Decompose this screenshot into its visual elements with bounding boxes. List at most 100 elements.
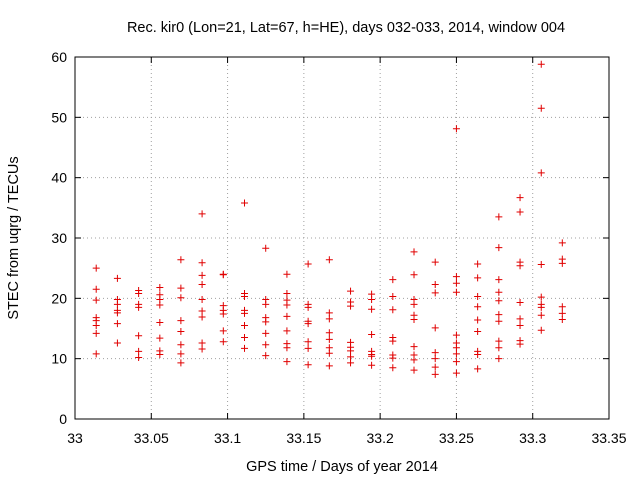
data-point [92,285,100,293]
y-tick-label: 30 [51,230,67,246]
y-tick-label: 20 [51,290,67,306]
data-point [347,353,355,361]
data-point [325,309,333,317]
data-point [389,354,397,362]
data-point [368,305,376,313]
data-point [558,259,566,267]
data-point [410,366,418,374]
data-point [177,350,185,358]
x-tick-label: 33 [67,430,83,446]
y-tick-label: 10 [51,351,67,367]
data-points [92,60,566,378]
data-point [516,340,524,348]
data-point [389,306,397,314]
data-point [537,104,545,112]
data-point [241,309,249,317]
x-tick-label: 33.2 [367,430,394,446]
data-point [516,262,524,270]
data-point [135,290,143,298]
data-point [92,296,100,304]
data-point [198,210,206,218]
data-point [495,355,503,363]
data-point [219,271,227,279]
data-point [92,264,100,272]
data-point [198,307,206,315]
data-point [283,312,291,320]
data-point [431,363,439,371]
data-point [283,344,291,352]
data-point [113,320,121,328]
data-point [558,239,566,247]
data-point [410,356,418,364]
data-point [558,309,566,317]
data-point [389,293,397,301]
data-point [389,276,397,284]
data-point [347,287,355,295]
data-point [113,300,121,308]
data-point [452,125,460,133]
data-point [347,347,355,355]
data-point [325,329,333,337]
data-point [262,318,270,326]
x-tick-label: 33.05 [134,430,169,446]
data-point [198,280,206,288]
grid-lines [75,57,609,419]
data-point [431,289,439,297]
data-point [177,341,185,349]
x-tick-labels: 33 33.05 33.1 33.15 33.2 33.25 33.3 33.35 [67,430,627,446]
data-point [495,244,503,252]
data-point [198,313,206,321]
data-point [474,365,482,373]
data-point [537,60,545,68]
data-point [283,358,291,366]
data-point [156,301,164,309]
data-point [410,248,418,256]
data-point [410,300,418,308]
data-point [177,256,185,264]
data-point [262,244,270,252]
data-point [92,350,100,358]
data-point [241,199,249,207]
data-point [368,361,376,369]
data-point [177,284,185,292]
x-tick-label: 33.25 [439,430,474,446]
data-point [283,270,291,278]
data-point [304,303,312,311]
data-point [325,362,333,370]
data-point [219,310,227,318]
x-tick-label: 33.15 [286,430,321,446]
data-point [537,293,545,301]
data-point [177,317,185,325]
y-axis-label: STEC from uqrg / TECUs [6,156,22,319]
data-point [325,256,333,264]
data-point [516,208,524,216]
data-point [495,337,503,345]
data-point [495,213,503,221]
data-point [431,280,439,288]
data-point [452,344,460,352]
x-tick-label: 33.3 [519,430,546,446]
data-point [474,293,482,301]
data-point [325,315,333,323]
data-point [431,355,439,363]
data-point [452,288,460,296]
data-point [495,288,503,296]
data-point [495,297,503,305]
data-point [304,338,312,346]
data-point [368,331,376,339]
data-point [368,352,376,360]
data-point [135,332,143,340]
data-point [410,343,418,351]
data-point [452,273,460,281]
data-point [431,258,439,266]
data-point [347,302,355,310]
y-tick-label: 40 [51,170,67,186]
data-point [219,327,227,335]
data-point [283,290,291,298]
data-point [156,283,164,291]
data-point [537,169,545,177]
data-point [198,296,206,304]
data-point [219,338,227,346]
data-point [431,370,439,378]
